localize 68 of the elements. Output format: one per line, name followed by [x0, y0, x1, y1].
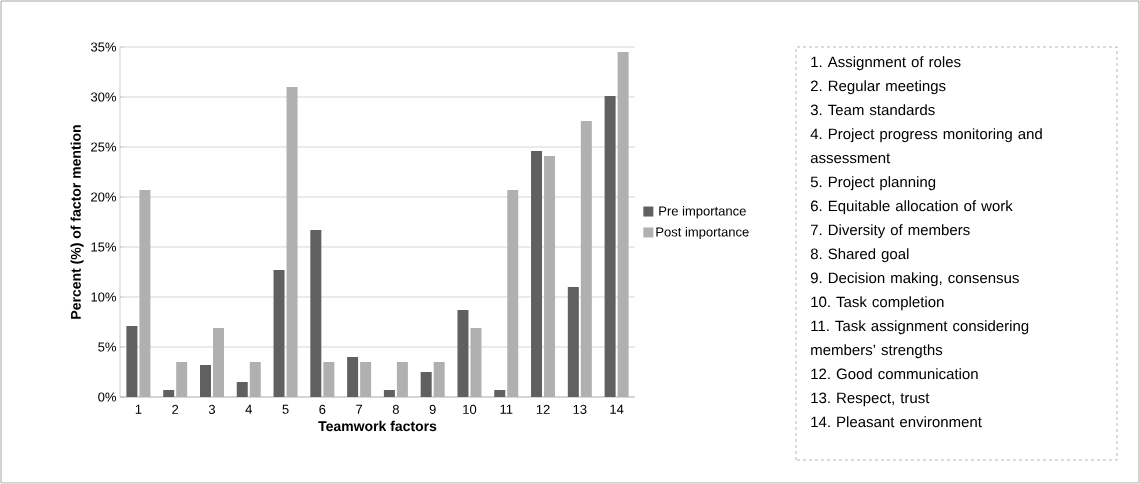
- x-axis-title: Teamwork factors: [318, 420, 437, 432]
- bar: [310, 229, 322, 397]
- bar: [567, 286, 579, 397]
- bar: [544, 155, 556, 397]
- bar: [383, 389, 395, 397]
- bar: [323, 361, 335, 397]
- text: 1. Assignment of roles: [811, 56, 961, 71]
- bar: [212, 327, 224, 397]
- x-tick-label: 11: [500, 404, 513, 414]
- y-axis-title: Percent (%) of factor mention: [70, 125, 84, 319]
- x-tick-label: 4: [245, 404, 252, 414]
- bar: [604, 95, 616, 397]
- bar: [199, 364, 211, 397]
- text: 3. Team standards: [810, 104, 935, 116]
- bar: [494, 389, 506, 397]
- x-tick-label: 5: [282, 404, 289, 414]
- bar: [236, 381, 248, 397]
- y-tick-label: 10%: [91, 292, 117, 302]
- bar: [617, 51, 629, 397]
- bar: [531, 150, 543, 397]
- x-tick-label: 7: [356, 404, 363, 414]
- bar: [139, 189, 151, 397]
- bar: [470, 327, 482, 397]
- y-tick-label: 0%: [98, 392, 117, 402]
- bar: [273, 269, 285, 397]
- text: 12. Good communication: [811, 368, 978, 380]
- bar: [360, 361, 372, 397]
- x-tick-label: 3: [208, 404, 216, 414]
- bar: [126, 325, 138, 397]
- bar: [433, 361, 445, 397]
- text: 2. Regular meetings: [810, 80, 946, 95]
- y-tick-label: 30%: [90, 92, 117, 102]
- x-tick-label: 10: [463, 404, 477, 414]
- x-tick-label: 2: [172, 404, 179, 414]
- text: 8. Shared goal: [810, 248, 909, 263]
- bar: [507, 189, 519, 397]
- bar: [396, 361, 408, 397]
- bar: [347, 356, 359, 397]
- text: 5. Project planning: [810, 176, 936, 191]
- bar: [176, 361, 188, 397]
- x-tick-label: 1: [135, 404, 142, 414]
- y-tick-label: 35%: [90, 42, 117, 52]
- x-tick-label: 13: [573, 404, 587, 414]
- x-tick-label: 8: [392, 404, 399, 414]
- legend-label: Pre importance: [659, 206, 746, 219]
- legend-label: Post importance: [656, 226, 749, 240]
- x-tick-label: 12: [536, 404, 550, 414]
- y-tick-label: 15%: [91, 242, 117, 252]
- text: 9. Decision making, consensus: [810, 272, 1019, 287]
- text: 11. Task assignment considering members’ strengths: [811, 320, 1029, 359]
- y-tick-label: 5%: [98, 342, 117, 352]
- text: 7. Diversity of members: [810, 224, 970, 239]
- y-tick-label: 20%: [91, 192, 117, 202]
- bar: [286, 86, 298, 397]
- bar: [249, 361, 261, 397]
- text: 4. Project progress monitoring and assessment: [810, 128, 1042, 164]
- text: 10. Task completion: [811, 296, 944, 311]
- bar: [580, 120, 592, 397]
- x-tick-label: 9: [429, 404, 436, 414]
- bar: [163, 389, 175, 397]
- bar: [457, 309, 469, 397]
- text: 13. Respect, trust: [811, 392, 930, 407]
- text: 14. Pleasant environment: [811, 416, 982, 428]
- x-tick-label: 6: [319, 404, 326, 414]
- bar: [420, 371, 432, 397]
- text: 6. Equitable allocation of work: [810, 200, 1013, 215]
- x-tick-label: 14: [610, 404, 624, 414]
- y-tick-label: 25%: [91, 142, 117, 152]
